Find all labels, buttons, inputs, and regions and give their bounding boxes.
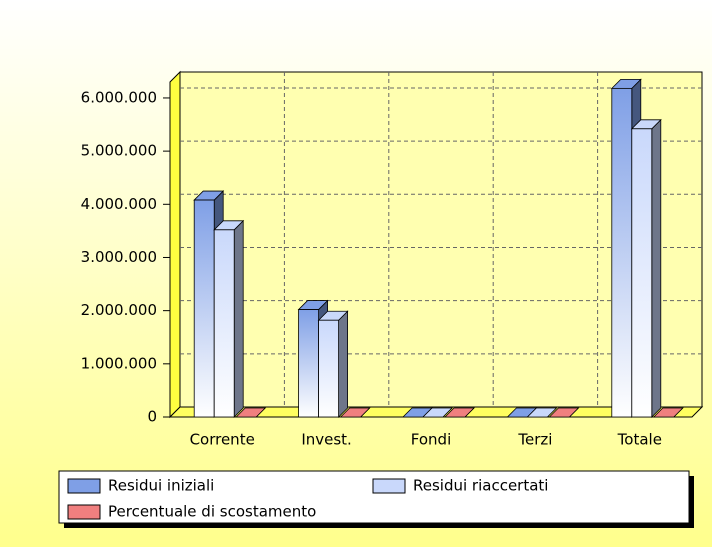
bar-top: [652, 407, 684, 418]
x-tick-label: Invest.: [301, 431, 352, 449]
bar-top: [422, 407, 453, 418]
bar-side-shade: [651, 119, 661, 418]
legend-swatch: [67, 478, 101, 494]
y-tick-label: 0: [147, 408, 157, 426]
x-tick-label: Corrente: [190, 431, 255, 449]
bar: [318, 319, 340, 418]
legend-swatch: [67, 504, 101, 520]
legend-swatch: [372, 478, 406, 494]
bar: [631, 128, 653, 418]
y-tick-label: 5.000.000: [81, 142, 157, 160]
x-tick-label: Terzi: [517, 431, 552, 449]
bar-top: [339, 407, 371, 418]
y-tick-label: 4.000.000: [81, 195, 157, 213]
legend-label: Percentuale di scostamento: [108, 503, 316, 521]
legend-label: Residui iniziali: [108, 477, 214, 495]
bar-top: [526, 407, 558, 418]
bar: [611, 87, 633, 418]
y-tick-label: 1.000.000: [81, 354, 157, 372]
x-tick-label: Fondi: [411, 431, 451, 449]
bar-top: [548, 407, 580, 418]
bar: [193, 199, 215, 418]
y-tick-label: 6.000.000: [81, 88, 157, 106]
legend-label: Residui riaccertati: [413, 477, 548, 495]
bar-side-shade: [338, 311, 348, 417]
bar-top: [444, 407, 475, 418]
x-tick-label: Totale: [617, 431, 662, 449]
bar-top: [235, 407, 267, 418]
bar: [298, 309, 320, 418]
bar-side-shade: [234, 220, 244, 417]
bar: [213, 229, 235, 418]
left-wall: [169, 70, 181, 419]
y-tick-label: 2.000.000: [81, 301, 157, 319]
y-tick-label: 3.000.000: [81, 248, 157, 266]
